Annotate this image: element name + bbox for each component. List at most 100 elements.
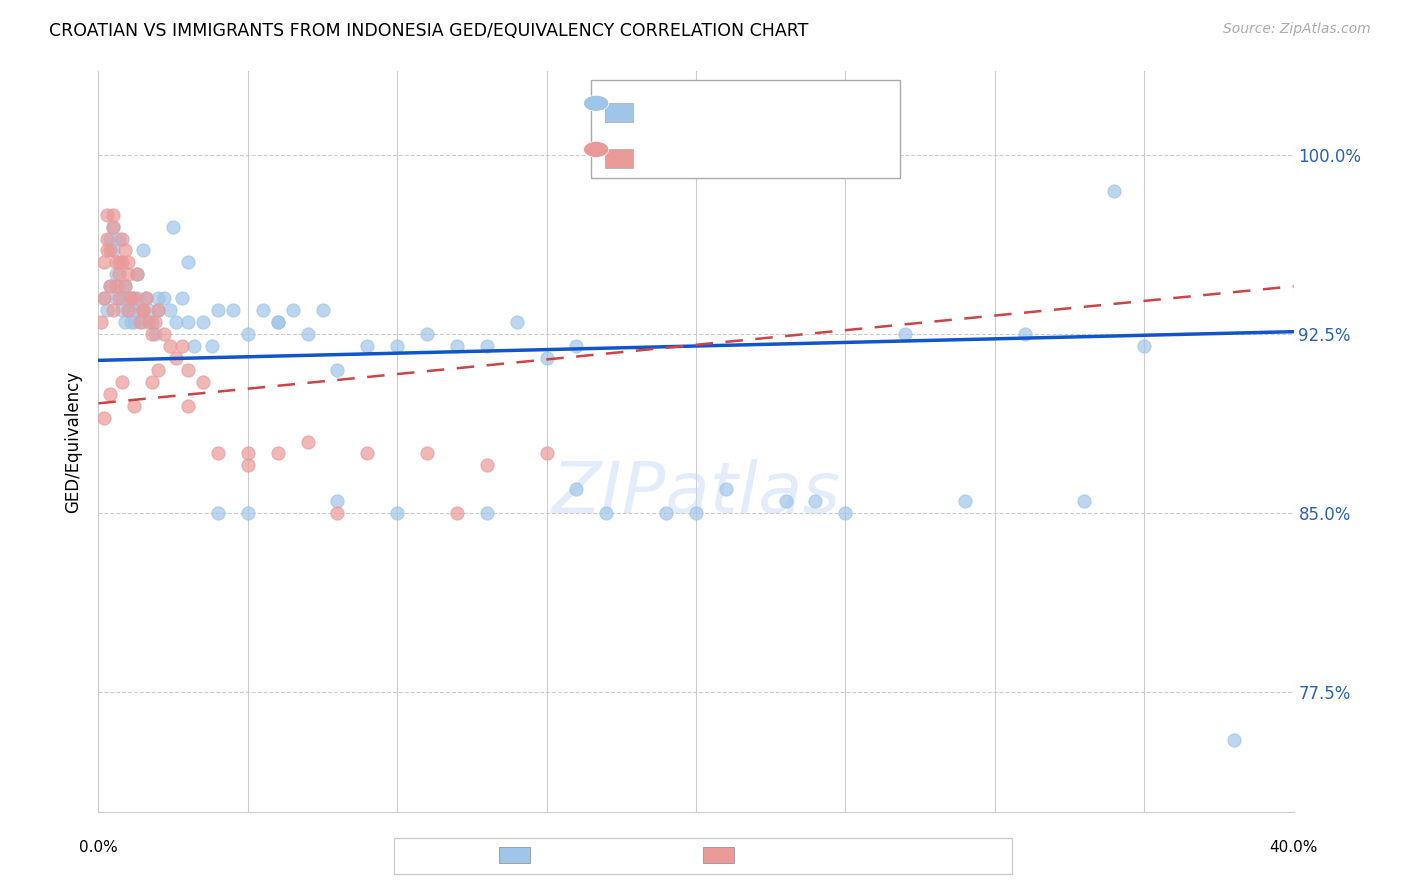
Text: 0.138: 0.138	[682, 94, 740, 112]
Point	[177, 255, 200, 269]
Point	[894, 327, 917, 342]
Point	[132, 244, 155, 258]
Text: N =: N =	[733, 139, 780, 158]
Point	[143, 315, 166, 329]
Point	[172, 291, 194, 305]
Point	[108, 279, 131, 293]
Point	[117, 268, 139, 282]
Point	[141, 375, 163, 389]
Point	[267, 446, 290, 460]
Point	[162, 219, 184, 234]
Point	[416, 446, 439, 460]
Point	[111, 255, 134, 269]
Point	[191, 375, 214, 389]
Text: N =: N =	[733, 94, 780, 112]
Point	[127, 268, 149, 282]
Text: Croatians: Croatians	[538, 847, 617, 864]
Point	[177, 399, 200, 413]
Point	[96, 208, 118, 222]
Point	[1223, 733, 1246, 747]
Point	[326, 494, 349, 508]
Point	[165, 351, 187, 365]
Point	[326, 506, 349, 520]
Point	[103, 303, 125, 318]
Point	[148, 303, 170, 318]
Point	[111, 231, 134, 245]
Point	[236, 446, 259, 460]
Point	[159, 339, 181, 353]
Point	[138, 303, 160, 318]
Point	[141, 327, 163, 342]
Text: 58: 58	[780, 139, 806, 158]
Text: Source: ZipAtlas.com: Source: ZipAtlas.com	[1223, 22, 1371, 37]
Point	[326, 363, 349, 377]
Point	[114, 315, 136, 329]
Point	[834, 506, 856, 520]
Point	[96, 303, 118, 318]
Point	[124, 291, 146, 305]
Point	[311, 303, 333, 318]
Point	[98, 244, 122, 258]
Point	[93, 291, 115, 305]
Text: 79: 79	[780, 94, 806, 112]
Point	[105, 268, 128, 282]
Point	[98, 231, 122, 245]
Point	[96, 231, 118, 245]
Point	[124, 399, 146, 413]
Point	[148, 291, 170, 305]
Point	[536, 351, 558, 365]
Point	[108, 231, 131, 245]
Point	[1073, 494, 1095, 508]
Point	[127, 291, 149, 305]
Point	[148, 303, 170, 318]
Point	[236, 506, 259, 520]
Point	[111, 303, 134, 318]
Point	[117, 291, 139, 305]
Point	[105, 279, 128, 293]
Point	[117, 255, 139, 269]
Point	[98, 386, 122, 401]
Point	[356, 339, 378, 353]
Point	[143, 327, 166, 342]
Text: 40.0%: 40.0%	[1270, 840, 1317, 855]
Point	[236, 327, 259, 342]
Point	[114, 244, 136, 258]
Point	[252, 303, 274, 318]
Point	[297, 327, 319, 342]
Point	[135, 291, 157, 305]
Point	[120, 291, 142, 305]
Text: 0.0%: 0.0%	[79, 840, 118, 855]
Point	[356, 446, 378, 460]
Point	[108, 268, 131, 282]
Point	[138, 315, 160, 329]
Point	[117, 303, 139, 318]
Point	[685, 506, 707, 520]
Point	[183, 339, 205, 353]
Point	[267, 315, 290, 329]
Point	[105, 291, 128, 305]
Point	[775, 494, 797, 508]
Point	[506, 315, 529, 329]
Point	[953, 494, 976, 508]
Point	[475, 506, 498, 520]
Point	[103, 219, 125, 234]
Point	[135, 291, 157, 305]
Point	[804, 494, 827, 508]
Point	[120, 315, 142, 329]
Point	[191, 315, 214, 329]
Point	[103, 208, 125, 222]
Point	[201, 339, 224, 353]
Point	[141, 315, 163, 329]
Text: 0.098: 0.098	[682, 139, 740, 158]
Text: ZIPatlas: ZIPatlas	[551, 458, 841, 528]
Text: R =: R =	[644, 139, 681, 158]
Point	[129, 315, 152, 329]
Point	[90, 315, 112, 329]
Point	[207, 303, 229, 318]
Point	[1133, 339, 1156, 353]
Point	[111, 291, 134, 305]
Point	[93, 291, 115, 305]
Y-axis label: GED/Equivalency: GED/Equivalency	[65, 370, 83, 513]
Point	[127, 268, 149, 282]
Point	[565, 339, 588, 353]
